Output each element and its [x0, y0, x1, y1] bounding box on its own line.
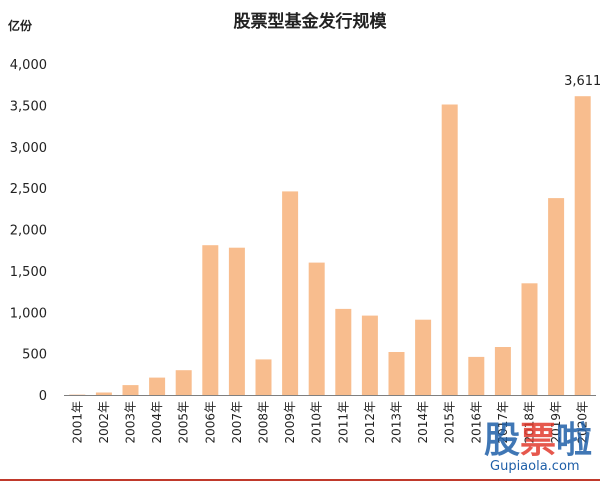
- y-tick-label: 2,000: [10, 224, 47, 239]
- y-tick-label: 1,000: [10, 306, 47, 321]
- bar: [228, 247, 245, 395]
- x-tick-label: 2019年: [549, 401, 563, 444]
- y-tick-label: 1,500: [10, 265, 47, 280]
- x-tick-label: 2020年: [576, 401, 590, 444]
- watermark-logo-text: 股票啦: [484, 419, 592, 461]
- bar: [415, 319, 432, 395]
- x-tick-label: 2008年: [257, 401, 271, 444]
- bar: [548, 198, 565, 395]
- x-tick-label: 2004年: [150, 401, 164, 444]
- chart-title: 股票型基金发行规模: [234, 11, 388, 32]
- x-tick-label: 2018年: [523, 401, 537, 444]
- x-axis: 2001年 2002年 2003年 2004年 2005年 2006年 2007年 2008年…: [64, 395, 596, 444]
- bar: [388, 352, 405, 395]
- x-tick-label: 2013年: [390, 401, 404, 444]
- x-tick-label: 2002年: [97, 401, 111, 444]
- y-axis-unit: 亿份: [8, 18, 33, 33]
- bar: [574, 96, 591, 395]
- y-tick-label: 3,000: [10, 141, 47, 156]
- bar: [175, 370, 192, 395]
- bar: [149, 377, 166, 395]
- x-tick-label: 2011年: [336, 401, 350, 444]
- x-tick-label: 2010年: [310, 401, 324, 444]
- data-label: 3,611: [564, 74, 600, 89]
- bar: [521, 283, 538, 395]
- y-tick-label: 3,500: [10, 99, 47, 114]
- x-tick-label: 2003年: [124, 401, 138, 444]
- y-tick-label: 0: [39, 389, 47, 404]
- bar: [122, 385, 139, 395]
- bar: [361, 315, 378, 395]
- bar: [282, 191, 299, 395]
- x-tick-label: 2012年: [363, 401, 377, 444]
- x-tick-label: 2001年: [70, 401, 84, 444]
- x-tick-label: 2016年: [469, 401, 483, 444]
- bar: [441, 104, 458, 395]
- bar: [468, 356, 485, 395]
- watermark: 股票啦 Gupiaola.com: [484, 419, 592, 474]
- x-tick-label: 2006年: [203, 401, 217, 444]
- bar: [202, 245, 219, 395]
- bar: [95, 392, 112, 395]
- x-tick-label: 2009年: [283, 401, 297, 444]
- x-tick-label: 2015年: [443, 401, 457, 444]
- y-tick-label: 2,500: [10, 182, 47, 197]
- bar-series: [69, 96, 591, 395]
- x-tick-label: 2017年: [496, 401, 510, 444]
- x-tick-label: 2005年: [177, 401, 191, 444]
- bar: [308, 262, 325, 395]
- x-tick-label: 2007年: [230, 401, 244, 444]
- watermark-site: Gupiaola.com: [490, 459, 580, 474]
- data-labels: 3,611: [564, 74, 600, 89]
- y-tick-label: 500: [22, 348, 47, 363]
- y-axis: 0 500 1,000 1,500 2,000 2,500 3,000 3,500 4,000: [10, 58, 47, 404]
- bar: [335, 308, 352, 395]
- bar: [255, 359, 272, 395]
- x-tick-label: 2014年: [416, 401, 430, 444]
- y-tick-label: 4,000: [10, 58, 47, 73]
- bar: [494, 347, 511, 395]
